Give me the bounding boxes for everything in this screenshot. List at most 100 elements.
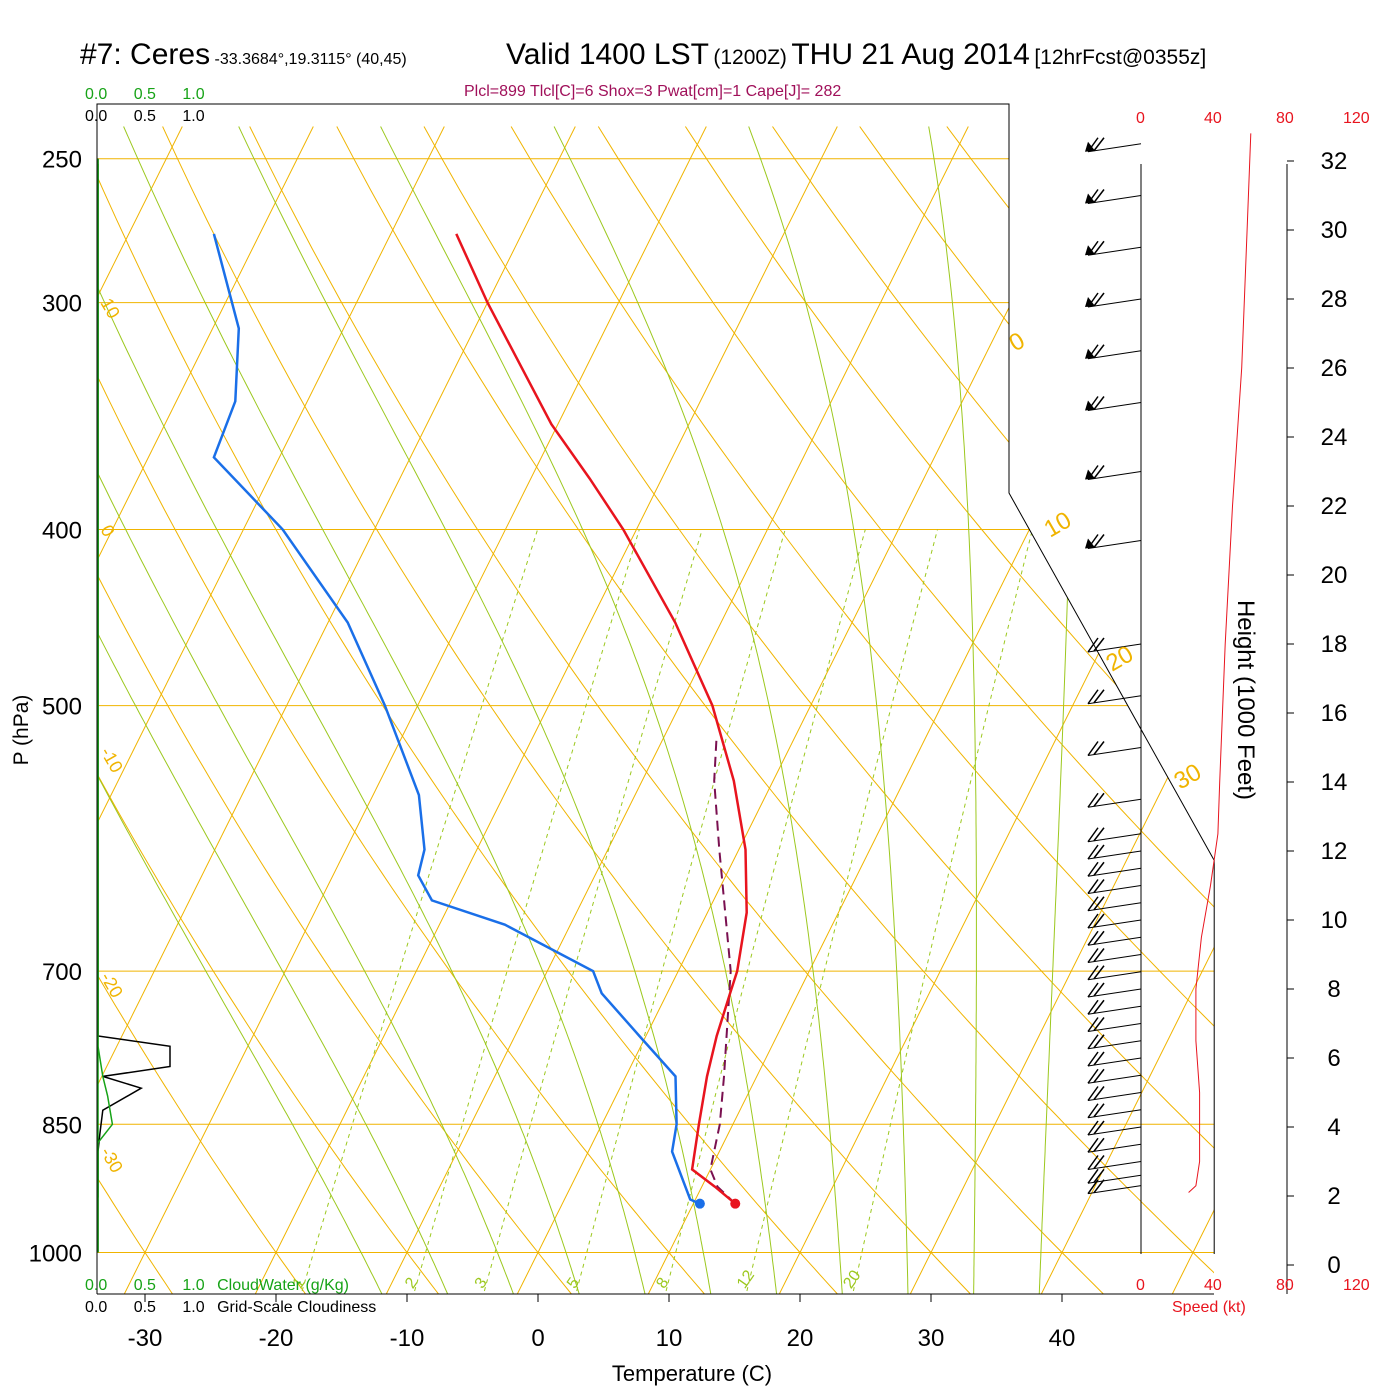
dry-adiabat-160 (1295, 127, 1400, 1299)
height-tick-label: 32 (1321, 148, 1348, 175)
isotherm-label: 20 (1102, 640, 1139, 677)
wind-barb-staff (1087, 195, 1142, 204)
isotherm-label: 0 (97, 522, 119, 541)
cloudiness-label: Grid-Scale Cloudiness (217, 1299, 377, 1316)
isotherm--50 (97, 126, 445, 1294)
moist-adiabat-35 (928, 126, 977, 1294)
wind-barb-feather (1093, 1086, 1105, 1100)
temperature-line (455, 233, 748, 1205)
moist-adiabat--5 (97, 126, 451, 1294)
wind-barb-feather (1093, 844, 1105, 859)
height-tick-label: 6 (1327, 1045, 1340, 1072)
forecast-info: [12hrFcst@0355z] (1034, 46, 1207, 69)
cl-tick-05-bottom: 0.5 (133, 1299, 156, 1316)
wind-barb-feather (1087, 1034, 1099, 1050)
wind-barb-staff (1087, 936, 1142, 946)
moist-adiabat-0 (97, 126, 516, 1294)
moist-adiabat-20 (380, 126, 778, 1294)
wind-barb (1087, 792, 1142, 808)
wind-barb-staff (1087, 919, 1142, 929)
sounding-indices: Plcl=899 Tlcl[C]=6 Shox=3 Pwat[cm]=1 Cap… (464, 83, 842, 100)
isotherm-20 (776, 126, 1214, 1294)
cw-tick-0: 0.0 (85, 86, 108, 103)
wind-barb (1087, 896, 1142, 912)
wind-barb (1085, 292, 1142, 308)
wind-barb-staff (1087, 143, 1142, 153)
wind-barb (1085, 534, 1142, 549)
isotherm--60 (97, 126, 314, 1294)
wind-barb-staff (1087, 971, 1142, 981)
height-tick-label: 14 (1321, 769, 1348, 796)
wind-barb-feather (1093, 137, 1105, 152)
wind-barb-staff (1087, 471, 1142, 480)
height-tick-label: 16 (1321, 700, 1348, 727)
wind-barb-feather (1087, 1103, 1099, 1119)
pressure-tick-label: 300 (42, 291, 82, 318)
wind-barb-feather (1093, 913, 1105, 928)
wind-barb-feather (1093, 396, 1105, 410)
wind-barb-feather (1093, 879, 1105, 893)
wind-barb-feather (1093, 965, 1105, 980)
temp-tick-label: -10 (390, 1325, 425, 1352)
wind-tick-0-bottom: 0 (1136, 1277, 1145, 1294)
height-tick-label: 26 (1321, 355, 1348, 382)
wind-barb-feather (1087, 637, 1099, 653)
wind-barb (1087, 948, 1142, 963)
wind-barb-staff (1087, 867, 1142, 877)
temp-tick-label: -20 (259, 1325, 294, 1352)
dry-adiabat-40 (249, 126, 1109, 1294)
wind-tick-0-top: 0 (1136, 110, 1145, 127)
temp-tick-label: 30 (918, 1325, 945, 1352)
wind-barb-feather (1087, 982, 1099, 998)
dry-adiabat-80 (597, 126, 1214, 1294)
mixing-ratio-label: 3 (472, 1275, 491, 1292)
wind-barb (1087, 913, 1142, 929)
wind-barb-flag (1085, 297, 1095, 307)
wind-barb-feather (1093, 930, 1105, 945)
wind-barb-staff (1087, 1023, 1142, 1032)
wind-barb-feather (1093, 1120, 1105, 1135)
surface-dewpoint-dot (694, 1198, 705, 1209)
wind-barb-staff (1087, 954, 1142, 963)
wind-barb-feather (1093, 1137, 1105, 1152)
cloudiness-scale-top: 0.0 0.5 1.0 (85, 108, 205, 126)
pressure-tick-label: 250 (42, 147, 82, 174)
wind-barb-staff (1087, 1092, 1142, 1101)
wind-barb-feather (1087, 948, 1099, 963)
mixing-ratio-label: 8 (653, 1275, 672, 1292)
cloud-panel (97, 158, 171, 1253)
wind-barb (1087, 1168, 1142, 1184)
wind-barb-feather (1087, 1155, 1099, 1170)
wind-barb-feather (1087, 896, 1099, 912)
wind-speed-label: Speed (kt) (1172, 1299, 1246, 1316)
wind-barb (1087, 1034, 1142, 1050)
moist-adiabat-15 (238, 126, 713, 1294)
pressure-tick-label: 500 (42, 694, 82, 721)
wind-barb (1087, 1103, 1142, 1119)
wind-barb-feather (1093, 292, 1105, 307)
wind-barb-feather (1093, 344, 1105, 359)
wind-tick-120-top: 120 (1343, 110, 1370, 127)
wind-barb-staff (1087, 1161, 1142, 1170)
mixing-ratio-3 (483, 529, 703, 1292)
wind-barb (1087, 1137, 1142, 1153)
valid-line: Valid 1400 LST (1200Z) THU 21 Aug 2014 [… (506, 38, 1206, 72)
wind-barb (1085, 465, 1142, 480)
pressure-tick-label: 700 (42, 959, 82, 986)
wind-barb-feather (1093, 1017, 1105, 1031)
wind-barb-flag (1085, 348, 1095, 359)
height-tick-label: 12 (1321, 838, 1348, 865)
dry-adiabat--30 (97, 126, 177, 1294)
temp-tick-label: -30 (128, 1325, 163, 1352)
wind-barb-feather (1087, 827, 1099, 843)
wind-tick-40-top: 40 (1204, 110, 1222, 127)
dry-adiabat-90 (684, 126, 1214, 1294)
wind-barb-feather (1093, 689, 1105, 704)
wind-barb-staff (1087, 850, 1142, 860)
wind-barb (1087, 1068, 1142, 1084)
wind-barb-feather (1093, 1155, 1105, 1169)
mixing-ratio-12 (746, 529, 938, 1292)
wind-speed-line (1188, 133, 1252, 1193)
cw-tick-0-bottom: 0.0 (85, 1277, 108, 1294)
